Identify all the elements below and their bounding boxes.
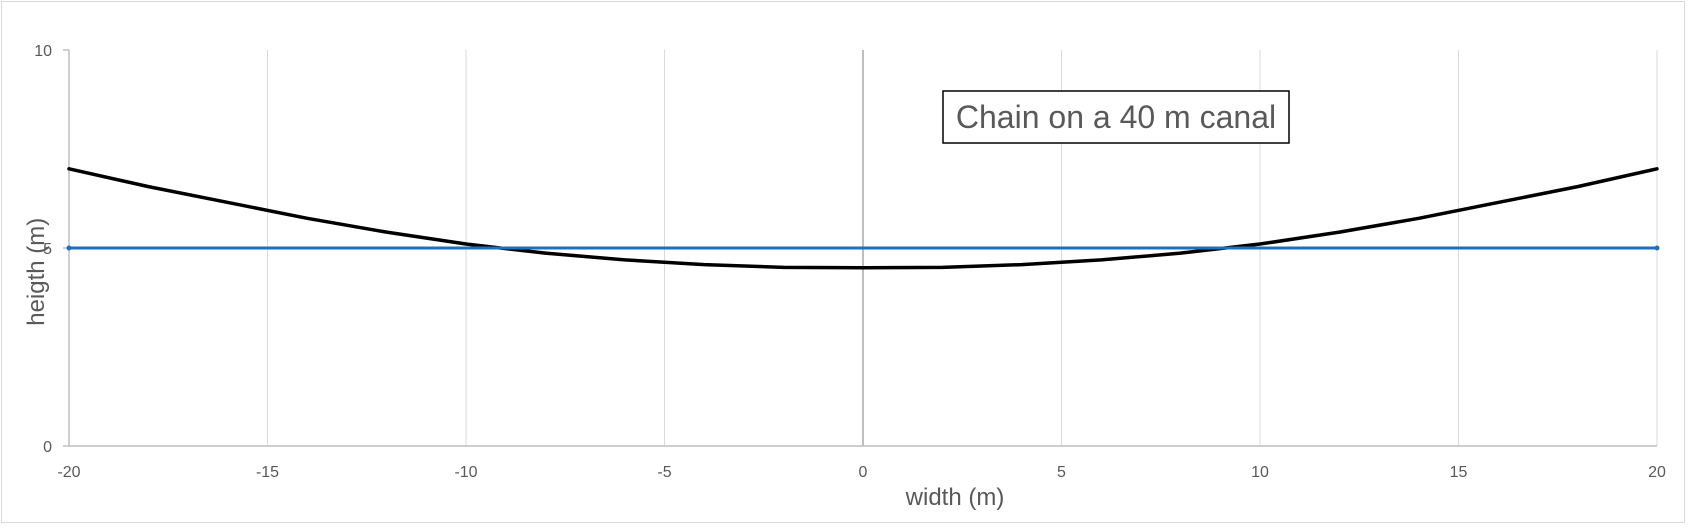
y-tick-label-1: 5 <box>43 241 52 258</box>
series-line-0 <box>67 167 1659 270</box>
x-tick-label-4: 0 <box>859 464 868 481</box>
x-tick-labels: -20 -15 -10 -5 0 5 10 15 20 <box>57 464 1666 481</box>
annotation-box: Chain on a 40 m canal <box>942 90 1290 144</box>
axes <box>63 49 1657 447</box>
x-tick-label-0: -20 <box>57 464 80 481</box>
y-tick-label-2: 10 <box>34 43 52 60</box>
x-tick-label-3: -5 <box>657 464 671 481</box>
x-tick-label-7: 15 <box>1450 464 1468 481</box>
x-tick-label-1: -15 <box>256 464 279 481</box>
series-1-endpoint-1 <box>1654 245 1660 251</box>
y-tick-labels: 0 5 10 <box>34 43 52 456</box>
x-tick-label-6: 10 <box>1251 464 1269 481</box>
annotation-border <box>942 90 1290 144</box>
x-axis-title: width (m) <box>905 484 1005 511</box>
series-lines <box>66 167 1660 270</box>
x-tick-label-8: 20 <box>1648 464 1666 481</box>
x-tick-label-5: 5 <box>1057 464 1066 481</box>
annotation-text: Chain on a 40 m canal <box>956 99 1276 135</box>
y-tick-label-0: 0 <box>43 439 52 456</box>
x-tick-label-2: -10 <box>454 464 477 481</box>
series-1-endpoint-0 <box>66 245 72 251</box>
y-axis-title: heigth (m) <box>23 218 50 326</box>
